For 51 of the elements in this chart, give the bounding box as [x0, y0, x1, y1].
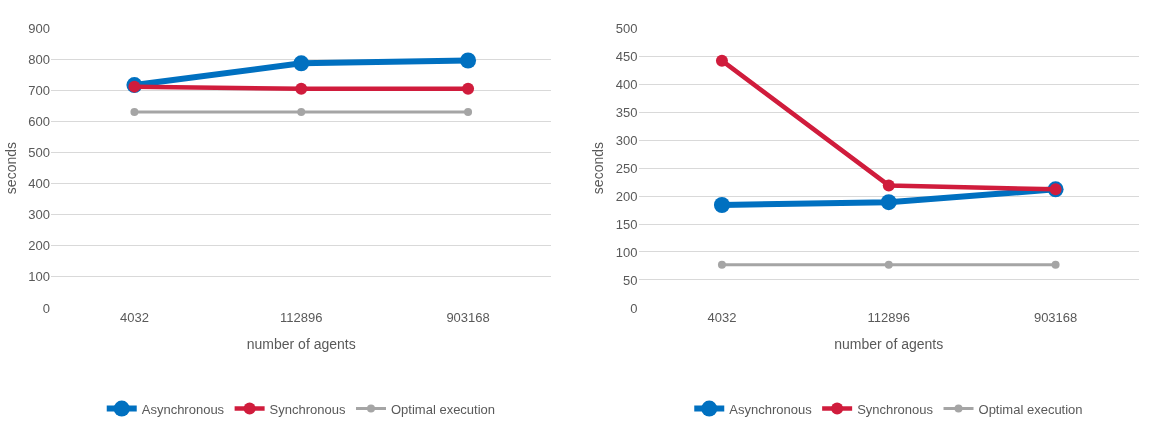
x-tick-label: 112896	[867, 309, 910, 325]
y-tick-label: 600	[28, 113, 50, 129]
legend-label: Optimal execution	[391, 401, 496, 417]
y-tick-label: 100	[615, 244, 638, 260]
legend-label: Optimal execution	[978, 401, 1083, 417]
y-tick-label: 300	[615, 132, 638, 148]
legend-label: Synchronous	[269, 401, 346, 417]
point	[882, 179, 895, 192]
point	[460, 52, 477, 69]
point	[880, 194, 897, 211]
y-axis-title: seconds	[2, 141, 19, 195]
y-tick-label: 800	[28, 51, 50, 67]
point	[293, 55, 310, 72]
point	[130, 108, 139, 117]
x-axis-title: number of agents	[834, 336, 944, 353]
x-tick-label: 4032	[119, 309, 149, 325]
x-tick-label: 903168	[446, 309, 490, 325]
y-tick-label: 450	[615, 48, 638, 64]
point	[715, 54, 728, 67]
point	[1051, 260, 1060, 269]
y-tick-label: 500	[28, 145, 50, 161]
y-tick-label: 500	[615, 20, 638, 36]
legend-label: Asynchronous	[141, 401, 225, 417]
y-axis-title: seconds	[590, 141, 607, 195]
point	[717, 260, 726, 269]
y-tick-label: 50	[623, 272, 638, 288]
point	[462, 82, 475, 95]
y-tick-label: 100	[28, 269, 50, 285]
y-tick-label: 350	[615, 104, 638, 120]
x-tick-label: 903168	[1033, 309, 1078, 325]
x-tick-label: 112896	[280, 309, 323, 325]
y-tick-label: 200	[28, 238, 50, 254]
legend-label: Synchronous	[857, 401, 934, 417]
y-tick-label: 0	[630, 300, 638, 316]
y-tick-label: 400	[615, 76, 638, 92]
x-axis-title: number of agents	[246, 336, 356, 353]
y-tick-label: 900	[28, 20, 50, 36]
point	[464, 108, 473, 117]
y-tick-label: 0	[42, 300, 50, 316]
point	[297, 108, 306, 117]
x-tick-label: 4032	[707, 309, 737, 325]
y-tick-label: 200	[615, 188, 638, 204]
point	[884, 260, 893, 269]
y-tick-label: 250	[615, 160, 638, 176]
point	[295, 82, 308, 95]
y-tick-label: 400	[28, 176, 50, 192]
point	[713, 196, 730, 213]
y-tick-label: 150	[615, 216, 638, 232]
y-tick-label: 300	[28, 207, 50, 223]
y-tick-label: 700	[28, 82, 50, 98]
legend-label: Asynchronous	[729, 401, 813, 417]
